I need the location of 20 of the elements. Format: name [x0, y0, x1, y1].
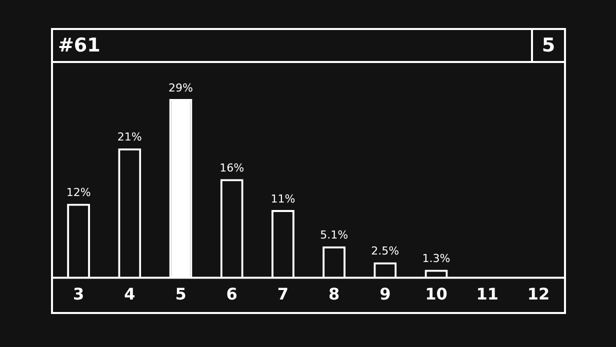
data-label: 2.5%: [371, 244, 400, 258]
x-tick-label: 8: [328, 284, 340, 304]
data-label: 1.3%: [422, 252, 450, 266]
x-tick-label: 6: [226, 284, 238, 304]
x-tick-label: 10: [425, 284, 448, 304]
data-label: 16%: [220, 162, 244, 175]
chart-subtitle: 5: [542, 34, 556, 56]
data-label: 5.1%: [320, 228, 348, 242]
x-tick-label: 11: [476, 284, 498, 304]
data-label: 12%: [66, 186, 91, 200]
chart-title: #61: [58, 34, 100, 56]
x-tick-label: 5: [175, 284, 186, 304]
x-tick-label: 3: [72, 284, 84, 304]
x-tick-label: 7: [277, 284, 289, 304]
data-label: 29%: [168, 81, 193, 94]
x-tick-label: 4: [124, 284, 136, 304]
x-tick-label: 12: [527, 284, 550, 304]
data-label: 21%: [117, 130, 142, 144]
data-label: 11%: [270, 192, 296, 206]
x-tick-label: 9: [380, 284, 391, 304]
